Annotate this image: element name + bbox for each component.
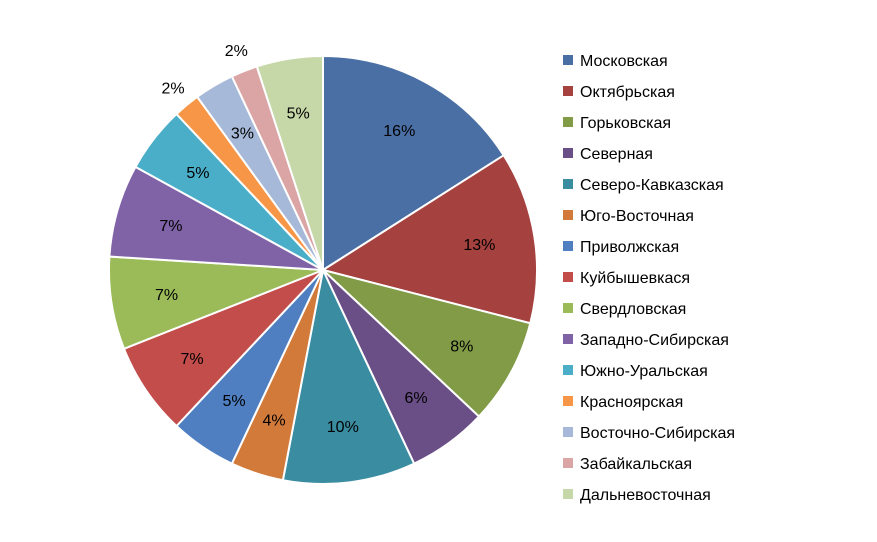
legend-label: Куйбышевкася: [580, 270, 690, 287]
legend-item-10: Западно-Сибирская: [563, 332, 729, 349]
legend-swatch: [563, 365, 573, 375]
pie-data-label-2: 13%: [463, 237, 495, 254]
pie-slices: [108, 54, 538, 485]
pie-data-label-10: 7%: [159, 218, 182, 235]
pie-slice-15: [255, 54, 324, 271]
pie-data-label-6: 4%: [263, 413, 286, 430]
legend-item-8: Куйбышевкася: [563, 270, 690, 287]
legend-item-12: Красноярская: [563, 394, 683, 411]
legend-item-14: Забайкальская: [563, 456, 692, 473]
legend-label: Восточно-Сибирская: [580, 425, 735, 442]
legend-label: Московская: [580, 53, 668, 70]
legend-item-4: Северная: [563, 146, 653, 163]
legend-item-13: Восточно-Сибирская: [563, 425, 735, 442]
legend-swatch: [563, 334, 573, 344]
pie-data-labels: 16% 13% 8% 6% 10% 4% 5% 7% 7% 7% 5% 2% 3% 2% 5%: [155, 43, 495, 436]
legend-swatch: [563, 148, 573, 158]
legend: Московская Октябрьская Горьковская Северная…: [563, 53, 735, 504]
legend-item-15: Дальневосточная: [563, 487, 711, 504]
pie-data-label-12: 2%: [161, 81, 184, 98]
legend-swatch: [563, 458, 573, 468]
legend-label: Красноярская: [580, 394, 683, 411]
legend-label: Приволжская: [580, 239, 679, 256]
legend-label: Горьковская: [580, 115, 671, 132]
legend-swatch: [563, 86, 573, 96]
pie-data-label-13: 3%: [231, 126, 254, 143]
legend-label: Свердловская: [580, 301, 686, 318]
legend-item-6: Юго-Восточная: [563, 208, 694, 225]
legend-label: Октябрьская: [580, 84, 675, 101]
legend-label: Северо-Кавказская: [580, 177, 724, 194]
pie-data-label-3: 8%: [450, 338, 473, 355]
legend-swatch: [563, 55, 573, 65]
pie-data-label-5: 10%: [327, 419, 359, 436]
legend-swatch: [563, 489, 573, 499]
pie-slice-2: [320, 153, 538, 325]
legend-swatch: [563, 396, 573, 406]
pie-slice-1: [322, 54, 506, 272]
legend-swatch: [563, 303, 573, 313]
legend-item-11: Южно-Уральская: [563, 363, 708, 380]
legend-item-9: Свердловская: [563, 301, 686, 318]
legend-item-3: Горьковская: [563, 115, 671, 132]
pie-data-label-1: 16%: [383, 123, 415, 140]
pie-data-label-11: 5%: [186, 165, 209, 182]
legend-swatch: [563, 210, 573, 220]
pie-slice-5: [281, 266, 416, 485]
legend-swatch: [563, 427, 573, 437]
pie-data-label-15: 5%: [287, 106, 310, 123]
pie-data-label-8: 7%: [180, 351, 203, 368]
pie-data-label-7: 5%: [222, 393, 245, 410]
legend-item-7: Приволжская: [563, 239, 679, 256]
pie-data-label-4: 6%: [405, 390, 428, 407]
legend-label: Южно-Уральская: [580, 363, 708, 380]
legend-item-2: Октябрьская: [563, 84, 675, 101]
legend-swatch: [563, 272, 573, 282]
pie-data-label-9: 7%: [155, 287, 178, 304]
pie-slice-3: [322, 269, 532, 418]
legend-item-1: Московская: [563, 53, 668, 70]
legend-label: Забайкальская: [580, 456, 692, 473]
legend-swatch: [563, 179, 573, 189]
legend-label: Северная: [580, 146, 653, 163]
legend-swatch: [563, 117, 573, 127]
pie-data-label-14: 2%: [225, 43, 248, 60]
legend-label: Юго-Восточная: [580, 208, 694, 225]
legend-label: Западно-Сибирская: [580, 332, 729, 349]
legend-swatch: [563, 241, 573, 251]
legend-label: Дальневосточная: [580, 487, 711, 504]
legend-item-5: Северо-Кавказская: [563, 177, 724, 194]
